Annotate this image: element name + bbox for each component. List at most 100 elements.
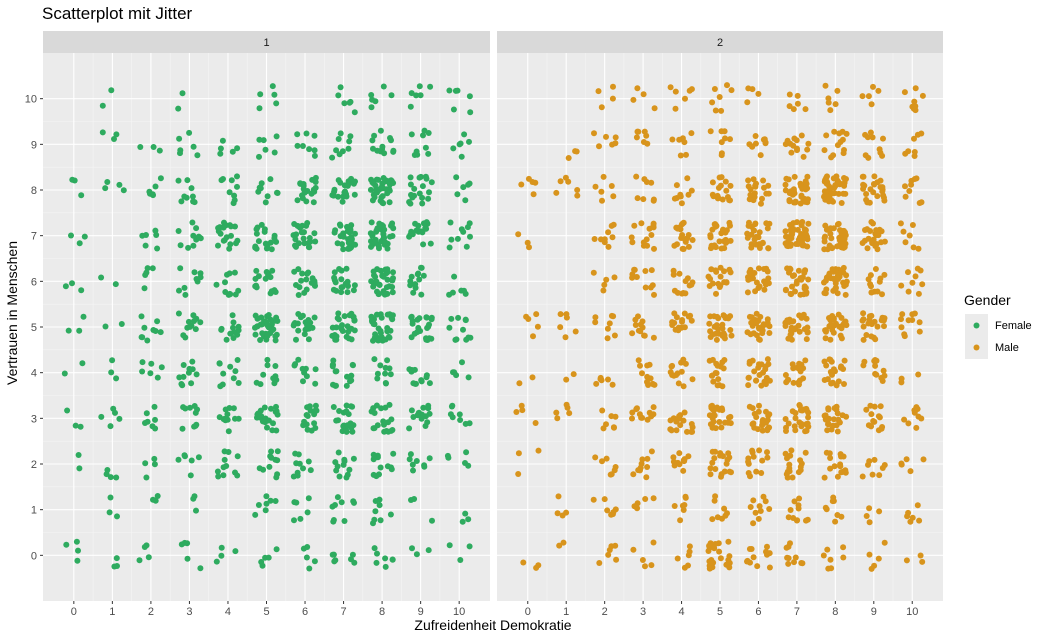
data-point	[176, 287, 182, 294]
data-point	[370, 268, 377, 275]
data-point	[631, 266, 638, 273]
data-point	[220, 176, 226, 182]
data-point	[603, 276, 610, 283]
data-point	[861, 358, 868, 365]
data-point	[65, 327, 72, 334]
data-point	[141, 285, 148, 292]
data-point	[643, 474, 650, 481]
data-point	[406, 456, 413, 463]
data-point	[677, 193, 684, 200]
data-point	[335, 316, 342, 323]
data-point	[804, 196, 811, 203]
data-point	[905, 420, 912, 427]
data-point	[272, 333, 279, 340]
data-point	[342, 189, 349, 196]
data-point	[872, 266, 879, 272]
data-point	[386, 199, 393, 206]
data-point	[750, 554, 757, 561]
x-tick-label: 9	[418, 606, 424, 618]
data-point	[195, 454, 202, 461]
data-point	[408, 497, 414, 503]
data-point	[253, 282, 260, 289]
data-point	[795, 502, 802, 509]
data-point	[376, 471, 382, 478]
data-point	[387, 511, 394, 518]
data-point	[304, 544, 311, 550]
data-point	[467, 233, 473, 240]
data-point	[519, 407, 526, 414]
data-point	[860, 336, 867, 343]
data-point	[260, 371, 267, 378]
data-point	[794, 92, 801, 99]
data-point	[291, 268, 298, 275]
data-point	[152, 328, 159, 334]
data-point	[634, 505, 641, 512]
data-point	[605, 551, 612, 558]
data-point	[802, 449, 809, 456]
data-point	[382, 364, 389, 371]
data-point	[381, 291, 388, 298]
data-point	[672, 105, 679, 112]
data-point	[805, 140, 812, 147]
data-point	[189, 219, 196, 226]
data-point	[462, 510, 469, 517]
data-point	[343, 408, 350, 415]
data-point	[333, 467, 340, 474]
data-point	[747, 504, 754, 510]
data-point	[710, 418, 717, 425]
data-point	[467, 109, 474, 116]
data-point	[344, 373, 350, 380]
data-point	[407, 231, 414, 238]
data-point	[750, 275, 756, 282]
data-point	[646, 225, 653, 232]
data-point	[827, 455, 834, 461]
data-point	[416, 276, 423, 283]
data-point	[374, 375, 381, 382]
data-point	[301, 369, 308, 376]
data-point	[679, 245, 686, 252]
data-point	[459, 518, 466, 525]
data-point	[752, 182, 759, 189]
y-tick-label: 8	[31, 185, 37, 197]
data-point	[706, 283, 713, 289]
data-point	[526, 244, 532, 251]
data-point	[190, 495, 197, 502]
data-point	[609, 95, 616, 102]
data-point	[230, 335, 237, 341]
data-point	[794, 100, 801, 107]
data-point	[349, 551, 356, 558]
data-point	[448, 403, 455, 410]
data-point	[529, 374, 536, 381]
data-point	[792, 288, 798, 295]
data-point	[188, 185, 195, 192]
data-point	[137, 144, 144, 150]
data-point	[419, 194, 426, 201]
data-point	[866, 551, 873, 558]
data-point	[633, 274, 640, 280]
data-point	[592, 319, 599, 326]
data-point	[866, 505, 873, 512]
data-point	[74, 557, 81, 564]
data-point	[756, 229, 763, 236]
data-point	[330, 357, 337, 364]
facet-strip-1	[43, 31, 490, 53]
data-point	[714, 362, 721, 369]
data-point	[909, 103, 916, 110]
data-point	[601, 496, 608, 503]
data-point	[911, 98, 918, 105]
data-point	[116, 181, 123, 188]
data-point	[274, 457, 281, 464]
data-point	[455, 314, 462, 321]
data-point	[651, 291, 657, 298]
data-point	[457, 140, 464, 147]
data-point	[338, 267, 345, 274]
data-point	[688, 86, 695, 93]
data-point	[80, 313, 87, 320]
data-point	[766, 220, 773, 227]
x-tick-label: 3	[640, 606, 646, 618]
data-point	[139, 359, 146, 366]
data-point	[465, 374, 472, 381]
data-point	[834, 142, 841, 149]
data-point	[382, 555, 389, 562]
data-point	[423, 314, 430, 321]
